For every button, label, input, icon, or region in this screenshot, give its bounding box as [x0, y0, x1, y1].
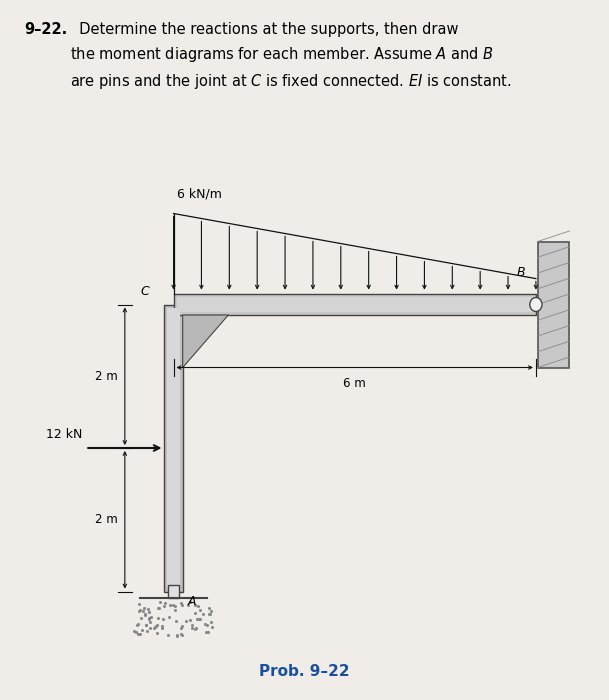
- Text: 6 kN/m: 6 kN/m: [177, 188, 222, 201]
- Polygon shape: [183, 315, 228, 368]
- Text: 6 m: 6 m: [343, 377, 366, 391]
- Point: [144, 613, 153, 624]
- Point: [202, 620, 212, 631]
- FancyBboxPatch shape: [168, 585, 179, 598]
- Point: [137, 624, 147, 636]
- Point: [195, 613, 205, 624]
- Point: [133, 628, 143, 639]
- Point: [163, 630, 173, 641]
- Point: [206, 608, 216, 620]
- Point: [165, 599, 175, 610]
- Text: 2 m: 2 m: [95, 513, 118, 526]
- Point: [185, 596, 195, 608]
- FancyBboxPatch shape: [167, 308, 180, 588]
- Point: [154, 602, 164, 613]
- Point: [185, 614, 195, 625]
- Point: [139, 603, 149, 614]
- Point: [144, 603, 153, 615]
- Point: [206, 616, 216, 627]
- Point: [160, 597, 170, 608]
- Point: [204, 603, 214, 614]
- Point: [144, 606, 154, 617]
- Point: [191, 623, 200, 634]
- Point: [157, 620, 167, 631]
- Point: [191, 622, 201, 634]
- Point: [134, 606, 144, 617]
- Text: C: C: [141, 286, 149, 298]
- Point: [155, 596, 164, 608]
- Point: [134, 598, 144, 610]
- Point: [132, 620, 141, 631]
- Point: [144, 612, 153, 624]
- Point: [178, 629, 188, 641]
- Point: [177, 629, 186, 640]
- Point: [205, 609, 214, 620]
- Point: [140, 610, 150, 621]
- Point: [145, 622, 155, 634]
- Point: [143, 625, 152, 636]
- Point: [181, 616, 191, 627]
- Point: [171, 601, 180, 612]
- Point: [135, 629, 145, 640]
- Point: [133, 618, 143, 629]
- Point: [193, 600, 203, 611]
- Point: [159, 601, 169, 612]
- Text: B: B: [516, 267, 525, 279]
- Text: Prob. 9–22: Prob. 9–22: [259, 664, 350, 680]
- Point: [153, 612, 163, 624]
- Point: [131, 626, 141, 638]
- Point: [187, 619, 197, 630]
- Point: [171, 616, 180, 627]
- Point: [183, 599, 193, 610]
- Text: A: A: [188, 595, 196, 608]
- Point: [136, 612, 146, 624]
- Text: Determine the reactions at the supports, then draw
the moment diagrams for each : Determine the reactions at the supports,…: [70, 22, 512, 91]
- Point: [138, 606, 148, 617]
- Point: [172, 631, 182, 642]
- Point: [150, 623, 160, 634]
- Circle shape: [530, 298, 542, 312]
- Point: [130, 626, 139, 637]
- Point: [168, 599, 178, 610]
- Text: 12 kN: 12 kN: [46, 428, 82, 441]
- Point: [164, 612, 174, 623]
- Point: [145, 616, 155, 627]
- Point: [195, 604, 205, 615]
- Point: [187, 622, 197, 634]
- Point: [153, 603, 163, 614]
- FancyBboxPatch shape: [164, 304, 183, 592]
- Point: [176, 623, 186, 634]
- Point: [141, 620, 151, 631]
- Point: [152, 621, 161, 632]
- Point: [146, 611, 156, 622]
- Text: 9–22.: 9–22.: [24, 22, 68, 37]
- Point: [190, 607, 200, 618]
- Point: [207, 621, 217, 632]
- Point: [201, 626, 211, 638]
- Point: [177, 598, 186, 609]
- Point: [140, 608, 150, 620]
- Point: [177, 600, 186, 611]
- Point: [206, 606, 216, 617]
- Point: [203, 626, 213, 638]
- Point: [170, 604, 180, 615]
- Point: [198, 608, 208, 620]
- Point: [194, 614, 203, 625]
- Point: [192, 613, 202, 624]
- Point: [190, 599, 200, 610]
- Point: [158, 622, 167, 634]
- Point: [150, 622, 160, 633]
- FancyBboxPatch shape: [177, 297, 533, 312]
- Point: [158, 613, 168, 624]
- Point: [172, 629, 182, 641]
- Point: [135, 604, 145, 615]
- Point: [141, 620, 151, 631]
- Point: [152, 627, 162, 638]
- FancyBboxPatch shape: [174, 294, 536, 315]
- Text: 2 m: 2 m: [95, 370, 118, 383]
- Point: [200, 619, 209, 630]
- Point: [152, 620, 162, 631]
- Point: [177, 621, 187, 632]
- FancyBboxPatch shape: [538, 241, 569, 368]
